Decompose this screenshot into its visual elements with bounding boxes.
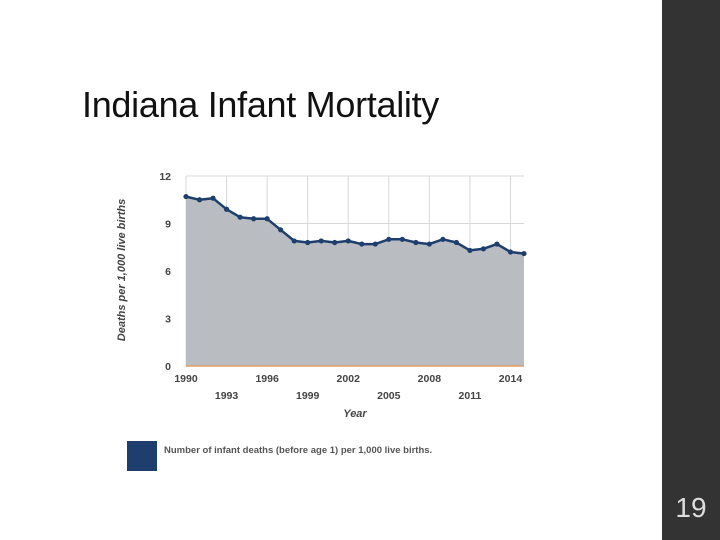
y-tick-label: 12: [159, 171, 171, 183]
data-point: [386, 236, 392, 242]
x-tick-label: 1999: [296, 390, 320, 402]
data-point: [210, 195, 216, 201]
x-tick-label: 1996: [255, 373, 279, 385]
slide-side-band: [662, 0, 720, 540]
x-tick-label: 1990: [174, 373, 198, 385]
legend-swatch: [127, 441, 157, 471]
area-fill: [186, 196, 524, 366]
data-point: [291, 238, 297, 244]
data-point: [453, 239, 459, 246]
x-tick-label: 2014: [499, 373, 523, 385]
data-point: [196, 197, 203, 203]
data-point: [183, 193, 189, 200]
y-axis-title: Deaths per 1,000 live births: [116, 199, 128, 341]
data-point: [413, 239, 419, 246]
data-point: [494, 241, 500, 247]
page-number: 19: [675, 492, 707, 523]
data-point: [521, 250, 527, 257]
x-tick-labels: 1990 1996 2002 2008 2014 1993 1999 2005 2011: [174, 373, 522, 402]
data-point: [305, 239, 311, 246]
y-tick-labels: 0 3 6 9 12: [159, 171, 171, 373]
data-point: [251, 216, 257, 222]
y-tick-label: 0: [165, 361, 171, 373]
data-point: [264, 216, 270, 222]
data-point: [332, 239, 338, 246]
x-tick-label: 2005: [377, 390, 401, 402]
x-tick-label: 1993: [215, 390, 239, 402]
x-tick-label: 2002: [337, 373, 361, 385]
data-point: [467, 247, 473, 254]
data-point: [359, 241, 365, 247]
data-point: [440, 236, 446, 242]
y-tick-label: 3: [165, 314, 171, 326]
data-points: [183, 193, 527, 257]
slide-title: Indiana Infant Mortality: [82, 84, 440, 125]
data-point: [223, 206, 230, 212]
x-axis-title: Year: [343, 408, 367, 420]
data-point: [426, 241, 432, 247]
data-point: [480, 246, 487, 252]
data-point: [237, 214, 243, 220]
data-point: [345, 238, 351, 244]
x-tick-label: 2008: [418, 373, 442, 385]
data-point: [372, 241, 378, 247]
data-point: [278, 227, 284, 233]
data-point: [399, 236, 405, 242]
data-point: [507, 249, 514, 255]
y-tick-label: 9: [165, 219, 171, 231]
data-point: [318, 238, 324, 244]
x-tick-label: 2011: [459, 390, 482, 402]
legend-label: Number of infant deaths (before age 1) p…: [164, 445, 433, 456]
y-tick-label: 6: [165, 266, 171, 278]
